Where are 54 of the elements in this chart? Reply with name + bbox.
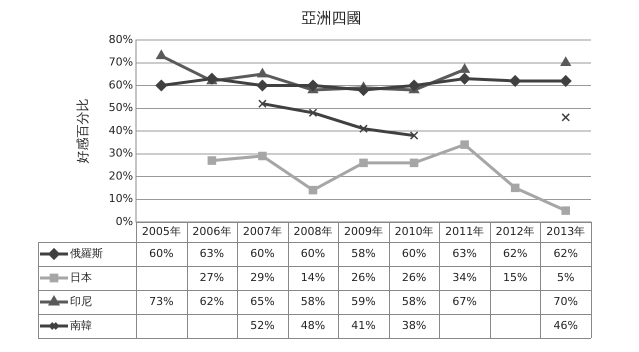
y-tick-label: 80% [108,32,134,46]
data-label: 63% [452,246,477,260]
x-tick-label: 2012年 [496,224,535,238]
data-label: 63% [200,246,224,260]
x-tick-label: 2011年 [445,224,484,238]
data-label: 15% [502,270,528,284]
chart-title: 亞洲四國 [302,8,362,27]
x-tick-label: 2008年 [293,224,332,238]
data-label: 62% [554,246,578,260]
y-tick-label: 50% [108,101,134,114]
data-label: 60% [149,246,174,260]
legend-label: 日本 [70,270,92,284]
y-tick-label: 10% [108,192,134,206]
x-tick-label: 2013年 [546,224,586,238]
data-label: 59% [351,294,376,308]
data-label: 48% [300,318,326,332]
data-label: 62% [200,294,224,308]
data-label: 67% [452,294,477,308]
data-label: 41% [351,318,376,332]
y-tick-label: 30% [108,146,134,160]
data-label: 27% [200,270,224,284]
legend-label: 印尼 [70,294,92,308]
y-tick-label: 0% [116,214,134,228]
x-tick-label: 2010年 [394,224,434,238]
x-tick-label: 2007年 [242,224,282,238]
y-axis-title: 好感百分比 [76,98,92,164]
data-label: 34% [452,270,477,284]
data-label: 38% [402,318,426,332]
y-tick-label: 20% [108,169,134,182]
data-label: 14% [300,270,326,284]
legend-label: 南韓 [70,318,92,332]
data-label: 52% [250,318,275,332]
y-tick-label: 70% [108,56,134,69]
data-label: 26% [402,270,426,284]
data-label: 60% [402,246,426,260]
data-label: 73% [149,294,174,308]
x-tick-label: 2005年 [142,224,181,238]
data-label: 60% [300,246,326,260]
data-label: 46% [554,318,578,332]
data-label: 62% [502,246,528,260]
x-tick-label: 2006年 [192,224,232,238]
data-label: 60% [250,246,275,260]
data-label: 5% [557,270,574,284]
data-label: 70% [554,294,578,308]
data-label: 58% [300,294,326,308]
y-tick-label: 60% [108,78,134,92]
data-label: 26% [351,270,376,284]
y-tick-label: 40% [108,124,134,137]
data-label: 29% [250,270,275,284]
x-tick-label: 2009年 [344,224,384,238]
data-label: 58% [351,246,376,260]
data-label: 65% [250,294,275,308]
data-label: 58% [402,294,426,308]
legend-label: 俄羅斯 [70,246,103,260]
